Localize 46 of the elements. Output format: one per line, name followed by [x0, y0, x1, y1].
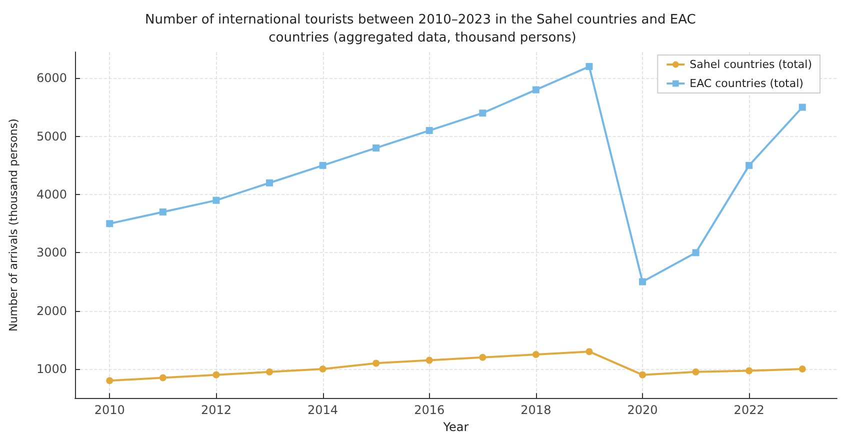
point	[479, 354, 486, 361]
point	[746, 367, 753, 374]
point	[639, 371, 646, 378]
point	[372, 360, 380, 367]
y-axis-title: Number of arrivals (thousand persons)	[7, 118, 20, 332]
point	[692, 249, 700, 256]
x-tick-label: 2010	[94, 403, 125, 418]
point	[426, 127, 433, 134]
point	[798, 104, 806, 111]
y-tick-label: 2000	[36, 304, 67, 318]
point	[798, 366, 806, 373]
y-tick-label: 5000	[36, 129, 67, 144]
y-tick-label: 3000	[36, 246, 67, 260]
point	[266, 368, 273, 376]
point	[746, 162, 753, 169]
point	[586, 63, 593, 70]
point	[639, 278, 646, 286]
point	[159, 208, 166, 216]
chart-title: Number of international tourists between 2010–2023 in the Sahel countries and EAC countries (aggregated data, thousand persons)	[145, 12, 700, 46]
point	[479, 110, 486, 117]
point	[159, 374, 166, 382]
point	[426, 356, 433, 364]
point	[532, 350, 540, 358]
x-tick-label: 2016	[414, 403, 445, 418]
legend-label: Sahel countries (total)	[690, 58, 812, 71]
point	[692, 368, 700, 376]
x-axis-title: Year	[442, 420, 469, 434]
y-tick-label: 4000	[36, 188, 67, 202]
point	[106, 220, 114, 228]
y-tick-label: 1000	[36, 362, 67, 376]
point	[586, 348, 593, 356]
y-tick-label: 6000	[36, 71, 67, 86]
x-tick-label: 2014	[308, 403, 338, 418]
point	[266, 179, 273, 186]
point	[212, 196, 220, 204]
point	[319, 162, 326, 169]
legend-label: EAC countries (total)	[690, 77, 804, 90]
x-tick-label: 2012	[200, 403, 232, 418]
x-tick-label: 2020	[627, 403, 658, 418]
point	[319, 366, 326, 373]
x-tick-label: 2018	[520, 403, 552, 418]
x-tick-label: 2022	[734, 403, 764, 418]
point	[532, 86, 540, 94]
point	[212, 371, 220, 378]
point	[372, 144, 380, 152]
point	[106, 377, 114, 384]
